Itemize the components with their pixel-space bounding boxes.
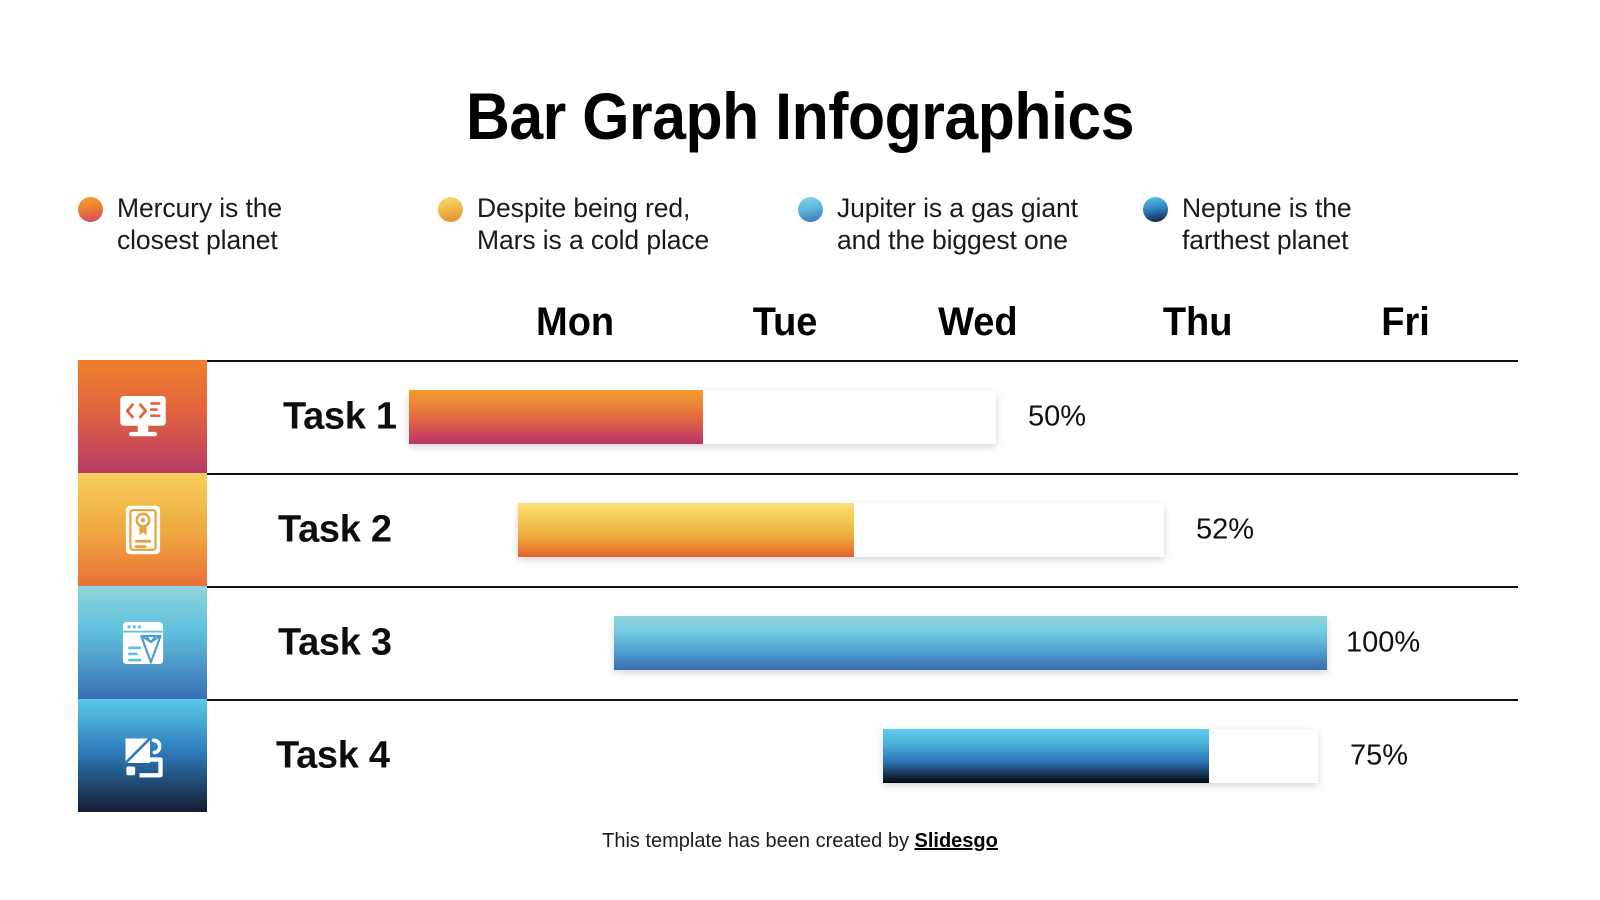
row-divider <box>207 586 1518 588</box>
gantt-chart: Task 1 50% Task 2 <box>78 360 1518 812</box>
certificate-clipboard-icon <box>116 501 170 559</box>
legend-item-neptune: Neptune is the farthest planet <box>1143 192 1483 256</box>
bar-value-2: 52% <box>1196 513 1255 545</box>
day-label-tue: Tue <box>752 300 818 344</box>
task-icon-tile-3 <box>78 586 207 699</box>
code-monitor-icon <box>115 389 171 445</box>
legend-label-mercury: Mercury is the closest planet <box>117 193 283 256</box>
day-label-thu: Thu <box>1162 300 1233 344</box>
day-axis: Mon Tue Wed Thu Fri <box>207 300 1518 358</box>
task-icon-tile-2 <box>78 473 207 586</box>
row-divider <box>207 473 1518 475</box>
bar-track-3[interactable] <box>614 615 1327 670</box>
bar-track-2[interactable] <box>518 502 1164 557</box>
row-divider <box>207 360 1518 362</box>
workflow-swap-icon <box>115 728 171 784</box>
row-divider <box>207 699 1518 701</box>
bar-track-1[interactable] <box>409 389 996 444</box>
task-label-2: Task 2 <box>278 508 392 550</box>
slidesgo-link[interactable]: Slidesgo <box>914 830 998 852</box>
task-label-1: Task 1 <box>283 395 397 437</box>
day-label-wed: Wed <box>938 300 1018 344</box>
table-row: Task 4 75% <box>78 699 1518 812</box>
bar-value-4: 75% <box>1350 739 1409 771</box>
legend-item-mercury: Mercury is the closest planet <box>78 192 438 256</box>
legend-dot-jupiter <box>798 197 823 222</box>
legend-dot-mercury <box>78 197 103 222</box>
bar-track-4[interactable] <box>883 728 1318 783</box>
bar-value-1: 50% <box>1028 400 1087 432</box>
task-label-3: Task 3 <box>278 621 392 663</box>
legend-label-mars: Despite being red, Mars is a cold place <box>477 193 710 256</box>
bar-fill-1 <box>409 389 703 444</box>
gem-window-icon <box>115 615 171 671</box>
page-title: Bar Graph Infographics <box>465 79 1135 153</box>
table-row: Task 2 52% <box>78 473 1518 586</box>
bar-fill-4 <box>883 728 1210 783</box>
task-icon-tile-4 <box>78 699 207 812</box>
legend: Mercury is the closest planet Despite be… <box>78 192 1518 256</box>
footer-credit: This template has been created by Slides… <box>0 830 1600 853</box>
legend-item-mars: Despite being red, Mars is a cold place <box>438 192 798 256</box>
legend-dot-mars <box>438 197 463 222</box>
day-label-fri: Fri <box>1381 300 1430 344</box>
bar-fill-2 <box>518 502 854 557</box>
footer-text: This template has been created by <box>602 830 915 852</box>
day-label-mon: Mon <box>536 300 615 344</box>
bar-fill-3 <box>614 615 1327 670</box>
legend-label-neptune: Neptune is the farthest planet <box>1182 193 1352 256</box>
legend-item-jupiter: Jupiter is a gas giant and the biggest o… <box>798 192 1143 256</box>
bar-value-3: 100% <box>1346 626 1421 658</box>
table-row: Task 1 50% <box>78 360 1518 473</box>
legend-label-jupiter: Jupiter is a gas giant and the biggest o… <box>837 193 1078 256</box>
legend-dot-neptune <box>1143 197 1168 222</box>
task-label-4: Task 4 <box>276 734 390 776</box>
task-icon-tile-1 <box>78 360 207 473</box>
table-row: Task 3 100% <box>78 586 1518 699</box>
